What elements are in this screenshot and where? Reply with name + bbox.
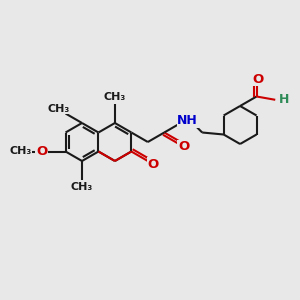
Text: CH₃: CH₃ <box>104 92 126 102</box>
Text: O: O <box>178 140 189 154</box>
Text: O: O <box>147 158 158 170</box>
Text: NH: NH <box>177 115 198 128</box>
Text: O: O <box>252 73 263 85</box>
Text: CH₃: CH₃ <box>71 182 93 192</box>
Text: H: H <box>279 93 290 106</box>
Text: CH₃: CH₃ <box>9 146 32 157</box>
Text: O: O <box>36 145 47 158</box>
Text: CH₃: CH₃ <box>47 103 70 113</box>
